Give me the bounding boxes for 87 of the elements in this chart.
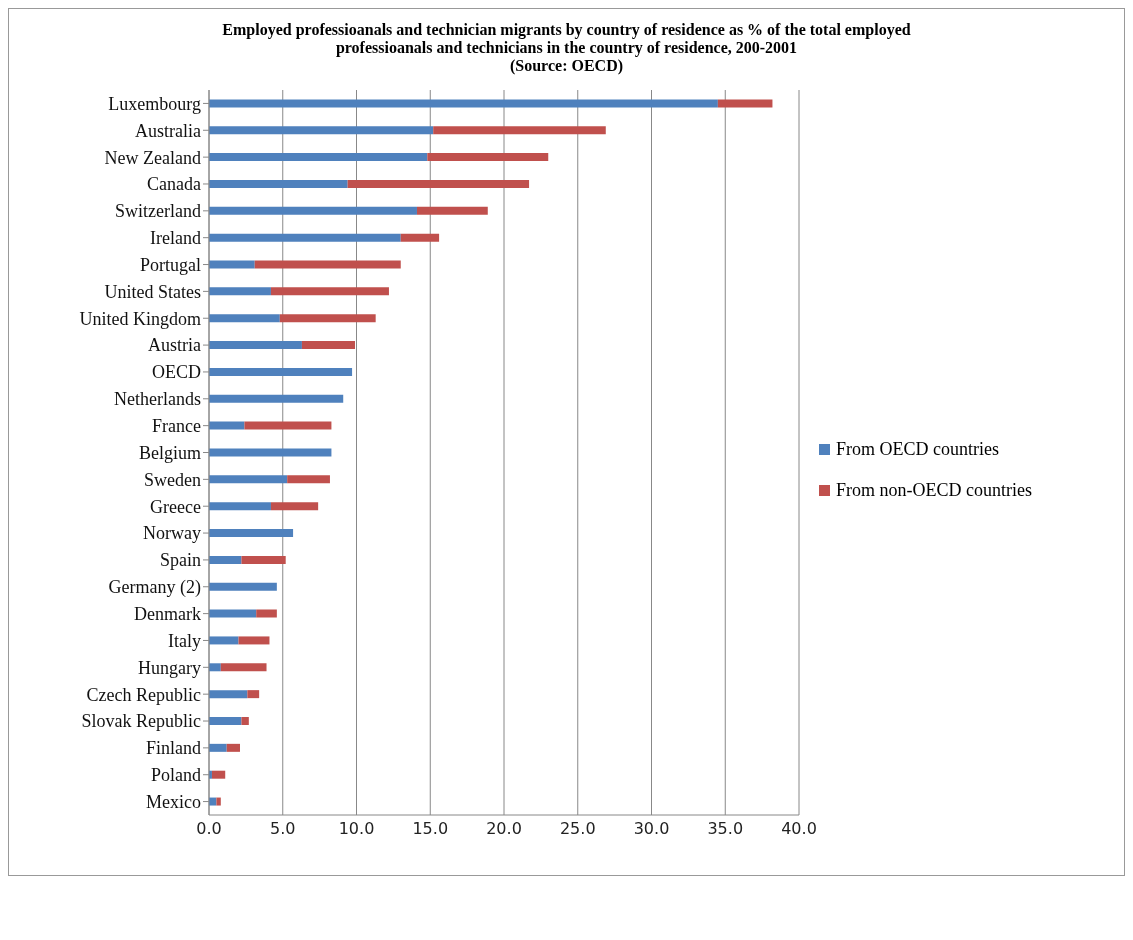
bar [209,582,277,591]
y-tick-label: Italy [168,630,201,651]
bar [416,206,488,215]
bar [247,690,260,699]
y-tick-label: Spain [159,550,201,571]
y-tick-label: Belgium [139,442,201,463]
y-tick-label: Canada [147,174,201,195]
y-tick-label: France [152,416,201,437]
y-tick-label: Greece [150,496,202,517]
y-tick-label: Finland [145,738,201,759]
bar [270,502,319,511]
bar [209,367,353,376]
x-tick-label: 15.0 [412,819,449,839]
bar [209,206,417,215]
bar [209,341,302,350]
bar [209,609,257,618]
legend-label: From OECD countries [836,439,999,460]
bar [209,421,245,430]
legend-label: From non-OECD countries [836,480,1032,501]
bar [220,663,267,672]
bar [209,99,718,108]
bar [209,394,344,403]
bar [209,260,255,269]
bar [433,126,606,135]
bar [209,663,221,672]
bar [256,609,277,618]
bar [238,636,270,645]
x-tick-label: 40.0 [781,819,817,839]
bar [717,99,773,108]
bar [209,555,242,564]
x-tick-label: 25.0 [559,819,596,839]
y-tick-label: Poland [150,765,201,786]
x-tick-label: 30.0 [633,819,670,839]
y-tick-label: Denmark [134,604,201,624]
bar [209,233,401,242]
bar [400,233,440,242]
bar [287,475,330,484]
y-tick-label: Luxembourg [108,93,201,114]
y-tick-label: Sweden [144,469,201,490]
bar [279,314,376,323]
bar [209,153,428,162]
bar [254,260,401,269]
y-tick-label: Australia [135,120,202,141]
bar [241,555,286,564]
bar [209,636,239,645]
y-tick-label: Switzerland [115,201,201,222]
bar [209,287,271,296]
y-tick-label: Austria [148,335,201,356]
bar [216,797,221,806]
y-tick-label: Portugal [140,254,201,275]
bar [209,529,294,538]
bar [209,690,248,699]
bar [209,126,434,135]
bar [209,502,271,511]
bar [347,179,530,188]
y-tick-label: Germany (2) [108,577,201,599]
bar [427,153,549,162]
y-tick-label: Slovak Republic [81,711,201,732]
x-tick-label: 20.0 [486,819,522,839]
bar [211,770,226,779]
bar [209,314,280,323]
bar [241,716,249,725]
y-tick-label: Mexico [146,791,201,812]
bar [209,475,288,484]
x-tick-label: 0.0 [196,819,222,839]
y-tick-label: Ireland [150,228,201,249]
bar [244,421,332,430]
y-tick-label: Hungary [138,657,201,678]
y-tick-label: United States [104,281,201,302]
x-tick-label: 35.0 [707,819,744,839]
x-tick-label: 5.0 [270,819,296,839]
chart-title: Employed professioanals and technician migrants by country of residence as % of the total employed professioanals and technicians in the country of residence, 200-2001 [222,21,911,56]
bar [209,743,227,752]
y-tick-label: Norway [143,523,201,544]
bar [209,448,332,457]
x-tick-label: 10.0 [338,819,375,839]
bar [270,287,389,296]
bar [209,716,242,725]
bar [226,743,240,752]
bar [301,341,356,350]
y-tick-label: Netherlands [114,389,201,410]
y-tick-label: United Kingdom [79,308,201,329]
y-tick-label: Czech Republic [86,684,201,705]
text: (Source: OECD) [509,57,624,75]
y-tick-label: OECD [152,362,201,383]
bar [209,179,348,188]
y-tick-label: New Zealand [104,147,201,168]
